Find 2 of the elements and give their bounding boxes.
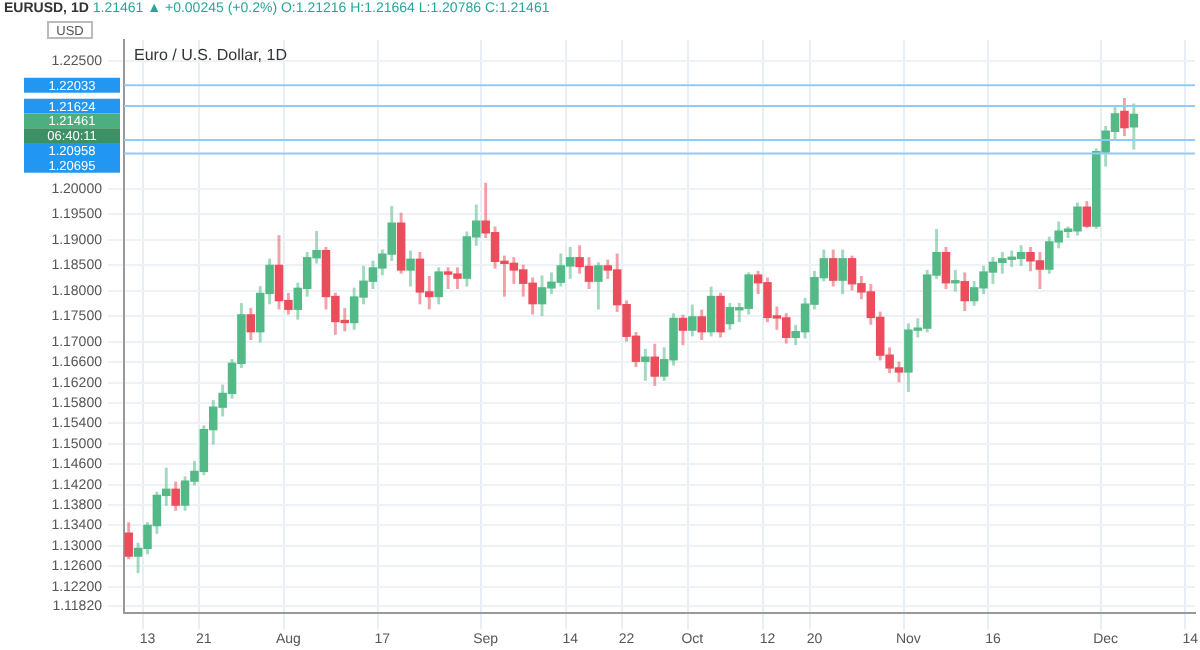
chart-subtitle: Euro / U.S. Dollar, 1D	[134, 46, 288, 65]
candlestick	[951, 269, 960, 292]
